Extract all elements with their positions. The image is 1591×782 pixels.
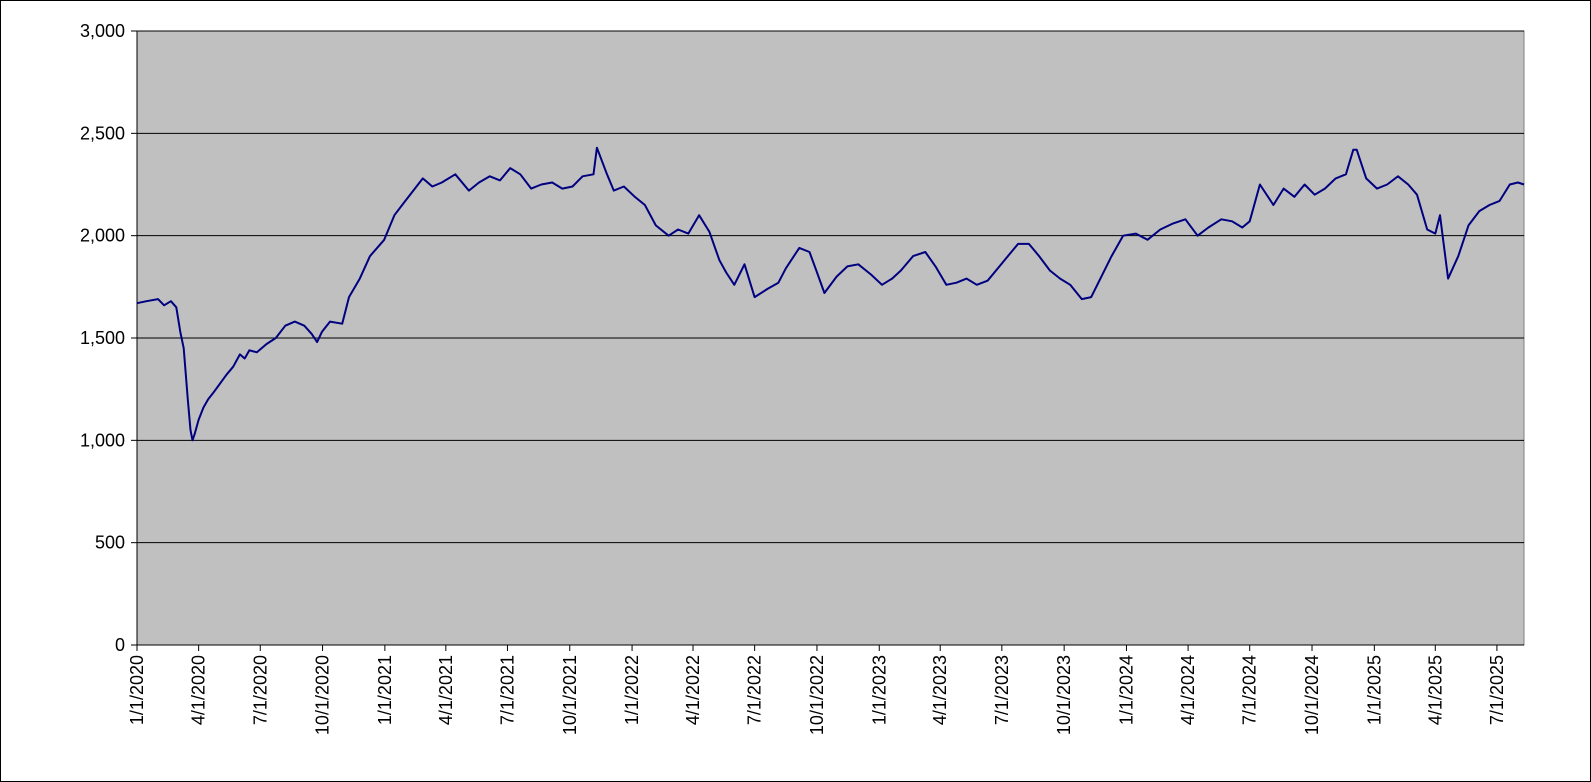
x-tick-label: 7/1/2024	[1240, 655, 1260, 725]
y-tick-label: 2,500	[80, 123, 125, 143]
x-tick-label: 4/1/2025	[1425, 655, 1445, 725]
x-tick-label: 1/1/2023	[869, 655, 889, 725]
x-tick-label: 7/1/2021	[497, 655, 517, 725]
x-tick-label: 4/1/2022	[683, 655, 703, 725]
x-tick-label: 10/1/2020	[313, 655, 333, 735]
x-tick-label: 1/1/2020	[127, 655, 147, 725]
x-tick-label: 1/1/2025	[1364, 655, 1384, 725]
x-tick-label: 10/1/2021	[560, 655, 580, 735]
x-tick-label: 4/1/2023	[930, 655, 950, 725]
x-tick-label: 1/1/2021	[375, 655, 395, 725]
x-tick-label: 4/1/2021	[436, 655, 456, 725]
x-tick-label: 7/1/2022	[745, 655, 765, 725]
y-tick-label: 1,500	[80, 328, 125, 348]
y-tick-label: 1,000	[80, 430, 125, 450]
x-tick-label: 1/1/2024	[1116, 655, 1136, 725]
x-tick-label: 10/1/2023	[1054, 655, 1074, 735]
series-line	[136, 146, 1525, 442]
x-tick-label: 7/1/2025	[1487, 655, 1507, 725]
x-tick-label: 4/1/2020	[189, 655, 209, 725]
x-tick-label: 7/1/2023	[992, 655, 1012, 725]
x-tick-label: 10/1/2024	[1302, 655, 1322, 735]
y-tick-label: 3,000	[80, 21, 125, 41]
x-tick-label: 7/1/2020	[250, 655, 270, 725]
x-tick-label: 4/1/2024	[1178, 655, 1198, 725]
x-tick-label: 10/1/2022	[807, 655, 827, 735]
y-tick-label: 0	[115, 635, 125, 655]
y-tick-label: 500	[95, 533, 125, 553]
y-tick-label: 2,000	[80, 226, 125, 246]
x-tick-label: 1/1/2022	[622, 655, 642, 725]
